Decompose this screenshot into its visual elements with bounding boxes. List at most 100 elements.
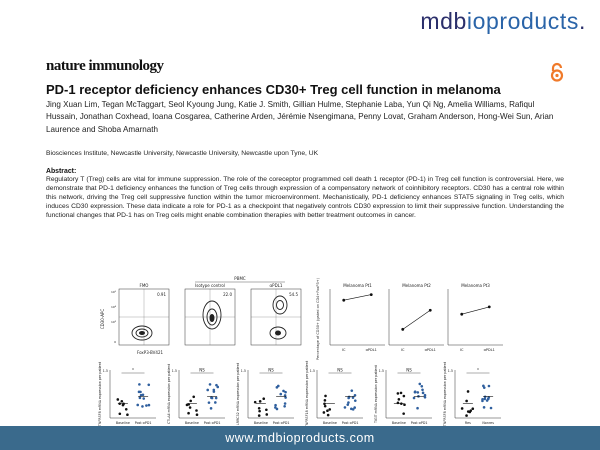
dot-x-tick: Baseline	[323, 421, 337, 425]
dot-y-label: TNFRSF18 mRNA expression per patient	[305, 360, 309, 428]
dot-x-tick: Nonres	[482, 421, 494, 425]
dot-point-baseline	[326, 413, 330, 417]
brand-logo[interactable]: mdbioproducts.	[420, 8, 586, 35]
dot-point-post	[346, 403, 350, 406]
dot-x-tick: Res	[465, 421, 471, 425]
dot-point-post	[347, 401, 350, 404]
dot-point-post	[275, 386, 279, 389]
dot-point-post	[206, 388, 210, 392]
dot-point-baseline	[402, 412, 405, 415]
dot-point-post	[353, 399, 357, 402]
dot-x-tick: Post αPD1	[204, 421, 221, 425]
dot-point-post	[282, 389, 285, 393]
dot-point-baseline	[124, 407, 128, 411]
dot-x-tick: Post αPD1	[411, 421, 428, 425]
pair-point	[428, 308, 432, 312]
dot-point-baseline	[126, 413, 129, 417]
open-access-icon	[550, 62, 564, 82]
pair-x-tick: IC	[460, 348, 464, 352]
pair-x-tick: IC	[401, 348, 405, 352]
journal-name: nature immunology	[46, 58, 164, 74]
dot-point-post	[412, 396, 416, 400]
dot-axis-tick: 1.5	[310, 369, 315, 373]
dot-x-tick: Baseline	[392, 421, 406, 425]
dot-axis-tick: 1.5	[379, 369, 384, 373]
dot-point-baseline	[258, 400, 262, 403]
dot-point-baseline	[328, 408, 332, 411]
dot-point-baseline	[465, 399, 468, 403]
dot-point-post	[283, 402, 287, 405]
dot-point-baseline	[465, 414, 468, 417]
sig-label: NS	[199, 368, 205, 373]
dot-point-post	[416, 391, 420, 394]
dot-point-baseline	[469, 409, 473, 412]
dot-point-post	[284, 396, 287, 399]
dot-x-tick: Post αPD1	[273, 421, 290, 425]
dot-axis-tick: 1.5	[241, 369, 246, 373]
dot-point-post	[413, 390, 417, 394]
dot-point-baseline	[403, 403, 406, 406]
pair-x-tick: αPDL1	[366, 348, 377, 352]
dot-point-baseline	[402, 394, 406, 398]
dot-point-post	[284, 390, 287, 394]
dot-point-baseline	[257, 414, 261, 417]
dot-point-post	[487, 396, 491, 399]
flow-x-label: FoxP3-BV421	[137, 350, 164, 355]
dot-point-post	[283, 404, 286, 408]
dot-point-baseline	[188, 406, 192, 409]
dot-point-post	[353, 394, 357, 397]
dot-point-post	[350, 407, 353, 411]
dot-point-post	[343, 406, 347, 409]
dot-point-post	[147, 403, 151, 407]
dot-point-post	[138, 396, 142, 400]
flow-tick: 0	[114, 340, 116, 344]
flow-density-core	[275, 330, 281, 336]
dot-point-baseline	[265, 408, 268, 412]
dot-point-post	[212, 388, 216, 392]
pair-x-tick: IC	[342, 348, 346, 352]
flow-tick: 10⁴	[111, 305, 117, 309]
dot-point-post	[215, 383, 218, 387]
flow-density-contour	[206, 308, 218, 326]
dot-y-label: TNFRSF8 mRNA expression per patient	[98, 361, 102, 427]
dot-y-label: TIGIT mRNA expression per patient	[374, 364, 378, 424]
dot-point-baseline	[466, 390, 470, 393]
pair-point	[487, 305, 491, 309]
dot-x-tick: Baseline	[185, 421, 199, 425]
dot-x-tick: Post αPD1	[135, 421, 152, 425]
pair-point	[342, 298, 346, 302]
dot-point-baseline	[195, 413, 199, 416]
dot-point-baseline	[187, 411, 190, 415]
dot-point-post	[147, 383, 151, 387]
dot-point-post	[416, 406, 419, 410]
flow-density-contour	[131, 325, 153, 341]
flow-panel-title: FMO	[140, 283, 149, 288]
dot-y-label: LRRC32 mRNA expression per patient	[236, 362, 240, 425]
flow-gate-value: 54.5	[289, 292, 298, 297]
dot-point-post	[139, 390, 142, 394]
affiliation: Biosciences Institute, Newcastle Univers…	[46, 150, 319, 157]
dot-point-baseline	[396, 392, 400, 395]
dot-point-baseline	[265, 413, 269, 416]
dot-point-baseline	[121, 403, 125, 407]
brand-text-ioproducts: ioproducts	[466, 8, 579, 34]
dot-point-baseline	[189, 399, 193, 403]
dot-point-post	[216, 385, 220, 389]
flow-panel-title: Isotype control	[195, 283, 225, 288]
dot-point-baseline	[323, 399, 327, 402]
dot-point-baseline	[192, 395, 196, 399]
pair-y-label: Percentage of CD30+ (gated on CD4+FoxP3+…	[316, 277, 320, 360]
flow-density-contour	[202, 300, 222, 330]
dot-point-baseline	[258, 409, 261, 413]
dot-point-baseline	[195, 409, 198, 412]
paired-plot-group: Melanoma Pt1 IC αPDL1 Melanoma Pt2 IC αPDL1 Me…	[329, 283, 503, 352]
pair-x-tick: αPDL1	[484, 348, 495, 352]
author-list: Jing Xuan Lim, Tegan McTaggart, Seol Kyo…	[46, 100, 554, 134]
dot-point-post	[482, 406, 486, 409]
footer-url[interactable]: www.mdbioproducts.com	[225, 431, 375, 445]
flow-y-label: CD30-APC	[100, 309, 105, 329]
dot-point-post	[351, 396, 355, 399]
flow-gate-value: 22.0	[223, 292, 232, 297]
dot-point-post	[489, 406, 493, 410]
dot-point-baseline	[323, 402, 326, 406]
